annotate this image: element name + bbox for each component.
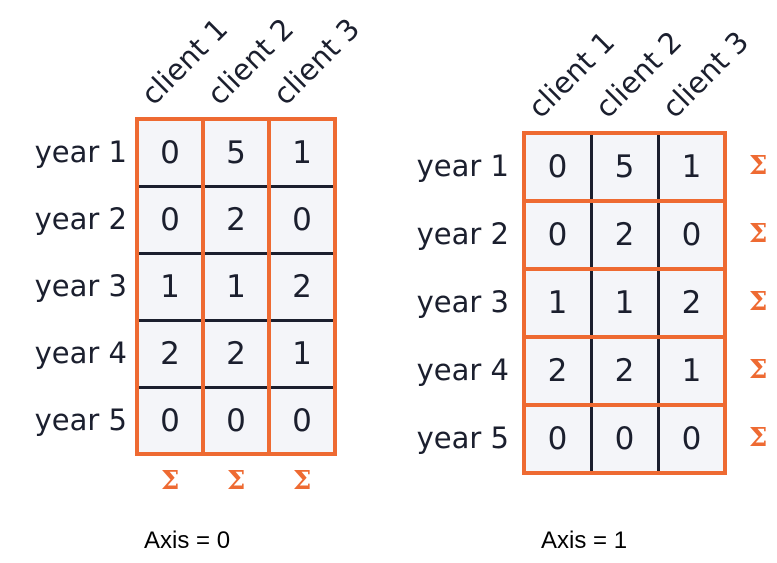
row-frame bbox=[522, 267, 727, 339]
year-label: year 2 bbox=[34, 201, 127, 236]
row-separator bbox=[137, 185, 335, 188]
table-cell: 0 bbox=[160, 402, 180, 439]
table-cell: 2 bbox=[226, 335, 246, 372]
table-cell: 2 bbox=[614, 217, 635, 253]
year-label: year 1 bbox=[416, 149, 509, 183]
table-cell: 1 bbox=[226, 268, 246, 305]
table-cell: 0 bbox=[547, 149, 568, 185]
year-label: year 2 bbox=[416, 217, 509, 251]
table-cell: 1 bbox=[547, 285, 568, 321]
table-cell: 2 bbox=[614, 353, 635, 389]
row-separator bbox=[137, 252, 335, 255]
row-separator bbox=[137, 386, 335, 389]
row-separator bbox=[137, 319, 335, 322]
year-label: year 3 bbox=[416, 285, 509, 319]
table-cell: 2 bbox=[547, 353, 568, 389]
row-frame bbox=[522, 335, 727, 407]
table-cell: 2 bbox=[226, 201, 246, 238]
column-frame bbox=[201, 117, 271, 456]
row-frame bbox=[522, 131, 727, 203]
sum-symbol: Σ bbox=[749, 219, 768, 249]
sum-symbol: Σ bbox=[749, 151, 768, 181]
table-cell: 1 bbox=[292, 335, 312, 372]
table-cell: 2 bbox=[292, 268, 312, 305]
table-grid bbox=[524, 133, 725, 473]
row-frame bbox=[522, 199, 727, 271]
column-frame bbox=[267, 117, 337, 456]
table-cell: 0 bbox=[681, 421, 702, 457]
year-label: year 5 bbox=[34, 402, 127, 437]
table-cell: 1 bbox=[160, 268, 180, 305]
table-grid bbox=[137, 119, 335, 454]
axis-1-caption: Axis = 1 bbox=[541, 527, 628, 554]
table-cell: 0 bbox=[547, 421, 568, 457]
column-separator bbox=[590, 133, 593, 473]
year-label: year 4 bbox=[34, 335, 127, 370]
table-cell: 0 bbox=[160, 201, 180, 238]
table-cell: 5 bbox=[226, 134, 246, 171]
table-cell: 0 bbox=[292, 201, 312, 238]
table-cell: 2 bbox=[160, 335, 180, 372]
table-cell: 1 bbox=[292, 134, 312, 171]
table-cell: 1 bbox=[681, 149, 702, 185]
table-cell: 0 bbox=[160, 134, 180, 171]
column-frame bbox=[135, 117, 205, 456]
year-label: year 5 bbox=[416, 421, 509, 455]
sum-symbol: Σ bbox=[161, 466, 180, 496]
sum-symbol: Σ bbox=[227, 466, 246, 496]
year-label: year 3 bbox=[34, 268, 127, 303]
table-cell: 2 bbox=[681, 285, 702, 321]
axis-0-caption: Axis = 0 bbox=[144, 527, 231, 554]
table-cell: 0 bbox=[681, 217, 702, 253]
table-cell: 5 bbox=[614, 149, 635, 185]
sum-symbol: Σ bbox=[293, 466, 312, 496]
table-cell: 1 bbox=[614, 285, 635, 321]
column-separator bbox=[657, 133, 660, 473]
table-cell: 0 bbox=[547, 217, 568, 253]
year-label: year 1 bbox=[34, 134, 127, 169]
sum-symbol: Σ bbox=[749, 423, 768, 453]
sum-symbol: Σ bbox=[749, 355, 768, 385]
table-cell: 0 bbox=[226, 402, 246, 439]
table-cell: 1 bbox=[681, 353, 702, 389]
table-cell: 0 bbox=[292, 402, 312, 439]
sum-symbol: Σ bbox=[749, 287, 768, 317]
year-label: year 4 bbox=[416, 353, 509, 387]
table-cell: 0 bbox=[614, 421, 635, 457]
row-frame bbox=[522, 403, 727, 475]
